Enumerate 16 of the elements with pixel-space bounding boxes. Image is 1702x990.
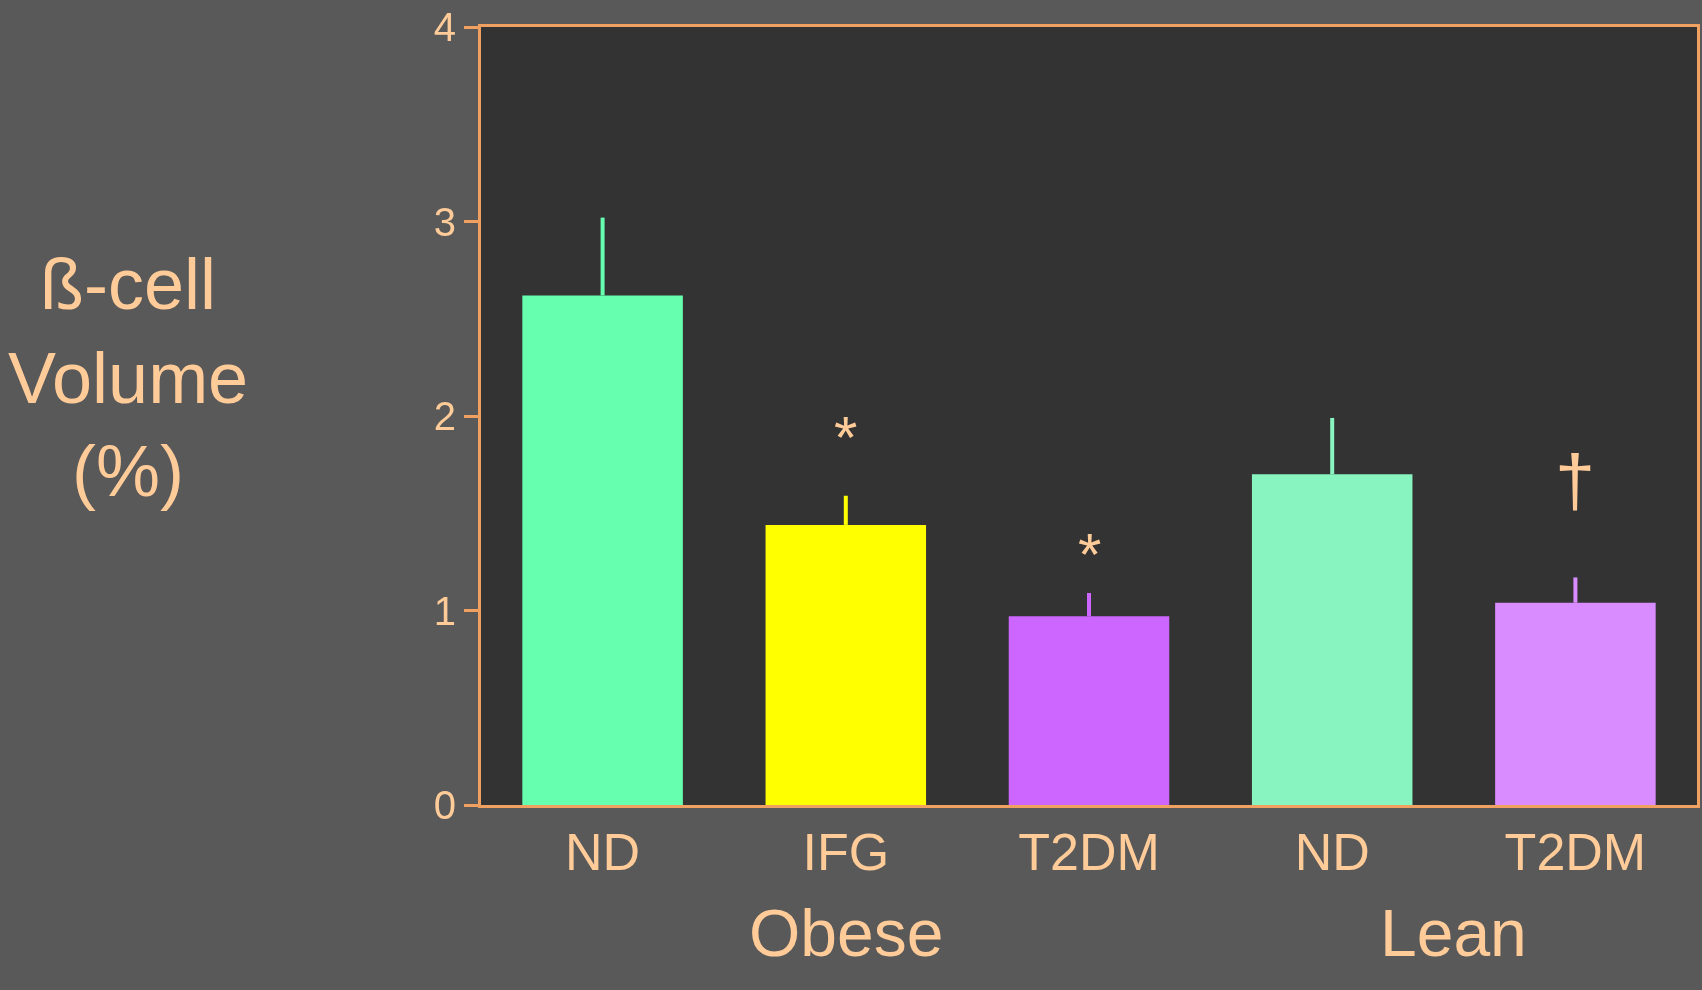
y-axis-title: ß-cell Volume (%) <box>8 244 249 512</box>
text: Lean <box>1380 896 1527 970</box>
x-tick-label: ND <box>1294 823 1370 882</box>
x-tick-label: IFG <box>802 823 890 882</box>
y-tick-label: 1 <box>433 588 456 633</box>
y-tick-label: 0 <box>433 783 456 827</box>
y-tick-label: 2 <box>433 394 456 438</box>
text: Obese <box>749 896 944 970</box>
y-tick-label: 4 <box>433 5 456 49</box>
annotation: * <box>1078 521 1102 588</box>
annotation: * <box>834 404 858 471</box>
y-tick-label: 3 <box>433 199 456 244</box>
annotation: † <box>1555 440 1596 520</box>
x-tick-label: T2DM <box>1018 823 1160 882</box>
x-tick-label: ND <box>565 823 641 882</box>
x-tick-label: T2DM <box>1504 823 1647 882</box>
